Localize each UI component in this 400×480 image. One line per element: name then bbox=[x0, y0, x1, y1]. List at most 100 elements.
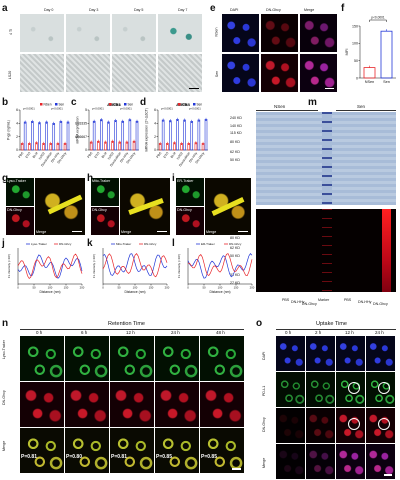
c-tick-label-3: 5 bbox=[85, 108, 87, 112]
d-dot-Sen-2 bbox=[176, 119, 179, 122]
f-ylabel: MFI bbox=[344, 49, 349, 56]
a-day0-label: Day 0 bbox=[44, 8, 54, 12]
l-xtick-label-4: 200 bbox=[250, 286, 255, 290]
j-xtick-label-2: 100 bbox=[48, 286, 53, 290]
n-image-r1-c3 bbox=[155, 382, 199, 427]
b-cat-1: ETO bbox=[25, 151, 32, 159]
b-dot-Sen-3 bbox=[45, 122, 48, 124]
chart-d: 0 2 4 6 mRNA expression (2^-ΔΔCT) ABCB4 PBS ETO… bbox=[145, 102, 208, 167]
d-cat-6: DN-Ghcy bbox=[194, 151, 205, 164]
d-bar-Sen-4 bbox=[190, 121, 194, 151]
n-title: Retention Time bbox=[108, 321, 145, 327]
d-cat-0: PBS bbox=[155, 151, 162, 159]
h-image-merge: Merge bbox=[120, 178, 170, 235]
o-image-r1-c0 bbox=[276, 372, 305, 407]
d-cat-3: H2O2 bbox=[176, 151, 184, 160]
n-image-r0-c2 bbox=[110, 336, 154, 381]
d-cat-2: BLM bbox=[170, 151, 177, 159]
b-tick-label-2: 4 bbox=[16, 122, 18, 126]
o-roi-circle-r2-c3 bbox=[378, 418, 390, 430]
b-annot-0: p<0.0001 bbox=[23, 107, 35, 111]
c-bar-Sen-5 bbox=[128, 119, 132, 151]
c-bar-Sen-2 bbox=[107, 121, 110, 151]
n-title-line bbox=[20, 329, 244, 330]
j-legend-0: Lyso-Traker bbox=[31, 242, 47, 246]
m-lane-label-6: DN-HHy bbox=[358, 300, 372, 304]
d-bar-Sen-6 bbox=[204, 119, 208, 151]
a-image-r2c1 bbox=[20, 54, 64, 92]
m-group-nsen: NSen bbox=[274, 104, 286, 109]
n-image-r2-c4: P=0.85 bbox=[200, 428, 244, 473]
c-dot-Sen-1 bbox=[100, 119, 102, 122]
d-dot-NSen-0 bbox=[159, 143, 161, 146]
j-xtick-label-0: 0 bbox=[17, 286, 19, 290]
m-group-line-nsen bbox=[256, 110, 318, 111]
h-label-dnghcy: DN-Ghcy bbox=[92, 208, 107, 212]
o-roi-circle-r1-c3 bbox=[378, 382, 390, 394]
d-legend-1: Sen bbox=[197, 103, 203, 107]
b-cat-0: PBS bbox=[17, 151, 24, 159]
d-dot-NSen-3 bbox=[180, 143, 183, 146]
chart-l: FL intensity (×10³) Distance (nm) 0 50 100 15… bbox=[177, 242, 255, 294]
l-ylabel: FL intensity (×10³) bbox=[177, 254, 181, 278]
o-row-1: PD-L1 bbox=[262, 385, 266, 396]
d-tick-label-3: 6 bbox=[154, 108, 156, 112]
panel-label-h: h bbox=[87, 173, 93, 184]
panel-label-k: k bbox=[87, 238, 93, 249]
d-tick-label-1: 2 bbox=[154, 135, 156, 139]
j-xtick-label-3: 150 bbox=[64, 286, 69, 290]
g-scale-bar bbox=[72, 230, 82, 232]
c-dot-NSen-5 bbox=[126, 142, 128, 144]
n-pval-3: P=0.85 bbox=[156, 454, 172, 460]
m-mw-top-5: 50 KD bbox=[230, 158, 240, 162]
a-image-r2c4 bbox=[158, 54, 202, 92]
o-time-2: 12 h bbox=[345, 330, 354, 335]
m-mw-top-3: 80 KD bbox=[230, 140, 240, 144]
e-image-sen-dnghcy bbox=[261, 54, 298, 92]
o-time-1: 2 h bbox=[315, 330, 322, 335]
a-image-r1c3 bbox=[112, 14, 156, 52]
n-pval-4: P=0.85 bbox=[201, 454, 217, 460]
i-image-merge: Merge bbox=[205, 178, 251, 235]
panel-label-d: d bbox=[140, 97, 147, 108]
b-dot-NSen-0 bbox=[21, 143, 23, 146]
panel-label-m: m bbox=[308, 97, 317, 108]
c-cat-3: H2O2 bbox=[107, 151, 115, 160]
a-day5-label: Day 5 bbox=[134, 8, 144, 12]
o-image-r0-c0 bbox=[276, 336, 305, 371]
l-legend-1: DN-Ghcy bbox=[229, 242, 242, 246]
d-legend-swatch-1 bbox=[193, 103, 196, 106]
h-image-dnghcy: DN-Ghcy bbox=[91, 207, 119, 235]
chart-c: 0 1.6666666666666667 3.3333333333333335 5 mR… bbox=[75, 102, 139, 167]
a-day7-label: Day 7 bbox=[178, 8, 188, 12]
c-ylabel: mRNA expression bbox=[76, 116, 80, 143]
d-bar-Sen-2 bbox=[176, 119, 179, 151]
d-dot-Sen-3 bbox=[183, 120, 186, 122]
c-dot-Sen-2 bbox=[107, 122, 110, 124]
b-bar-Sen-4 bbox=[52, 123, 56, 151]
c-tick-label-1: 1.6666666666666667 bbox=[75, 135, 87, 139]
n-row-0: Lyso-Traker bbox=[2, 339, 6, 359]
c-cat-5: DN-HHy bbox=[119, 151, 129, 163]
e-scale-bar bbox=[325, 87, 334, 89]
d-bar-NSen-2 bbox=[173, 142, 176, 151]
b-bar-Sen-5 bbox=[59, 121, 63, 151]
c-bar-Sen-6 bbox=[135, 120, 139, 151]
g-image-lyso: Lyso-Traker bbox=[6, 178, 34, 206]
b-bar-Sen-2 bbox=[38, 122, 41, 151]
f-tick-label-3: 150 bbox=[352, 24, 358, 28]
f-tick-label-2: 100 bbox=[352, 42, 358, 46]
m-lane-label-5: PBS bbox=[344, 298, 352, 302]
l-line-0 bbox=[187, 253, 253, 279]
k-line-0 bbox=[102, 253, 168, 276]
c-dot-NSen-6 bbox=[133, 141, 135, 143]
b-bar-Sen-0 bbox=[23, 121, 27, 151]
o-time-0: 0 h bbox=[285, 330, 292, 335]
e-image-nsen-merge bbox=[300, 14, 337, 52]
i-label-merge: Merge bbox=[206, 230, 217, 234]
d-dot-Sen-4 bbox=[191, 121, 193, 124]
e-row-nsen: NSen bbox=[214, 27, 219, 37]
j-line-0 bbox=[17, 254, 83, 279]
l-xtick-label-1: 50 bbox=[202, 286, 206, 290]
a-image-r1c2 bbox=[66, 14, 110, 52]
